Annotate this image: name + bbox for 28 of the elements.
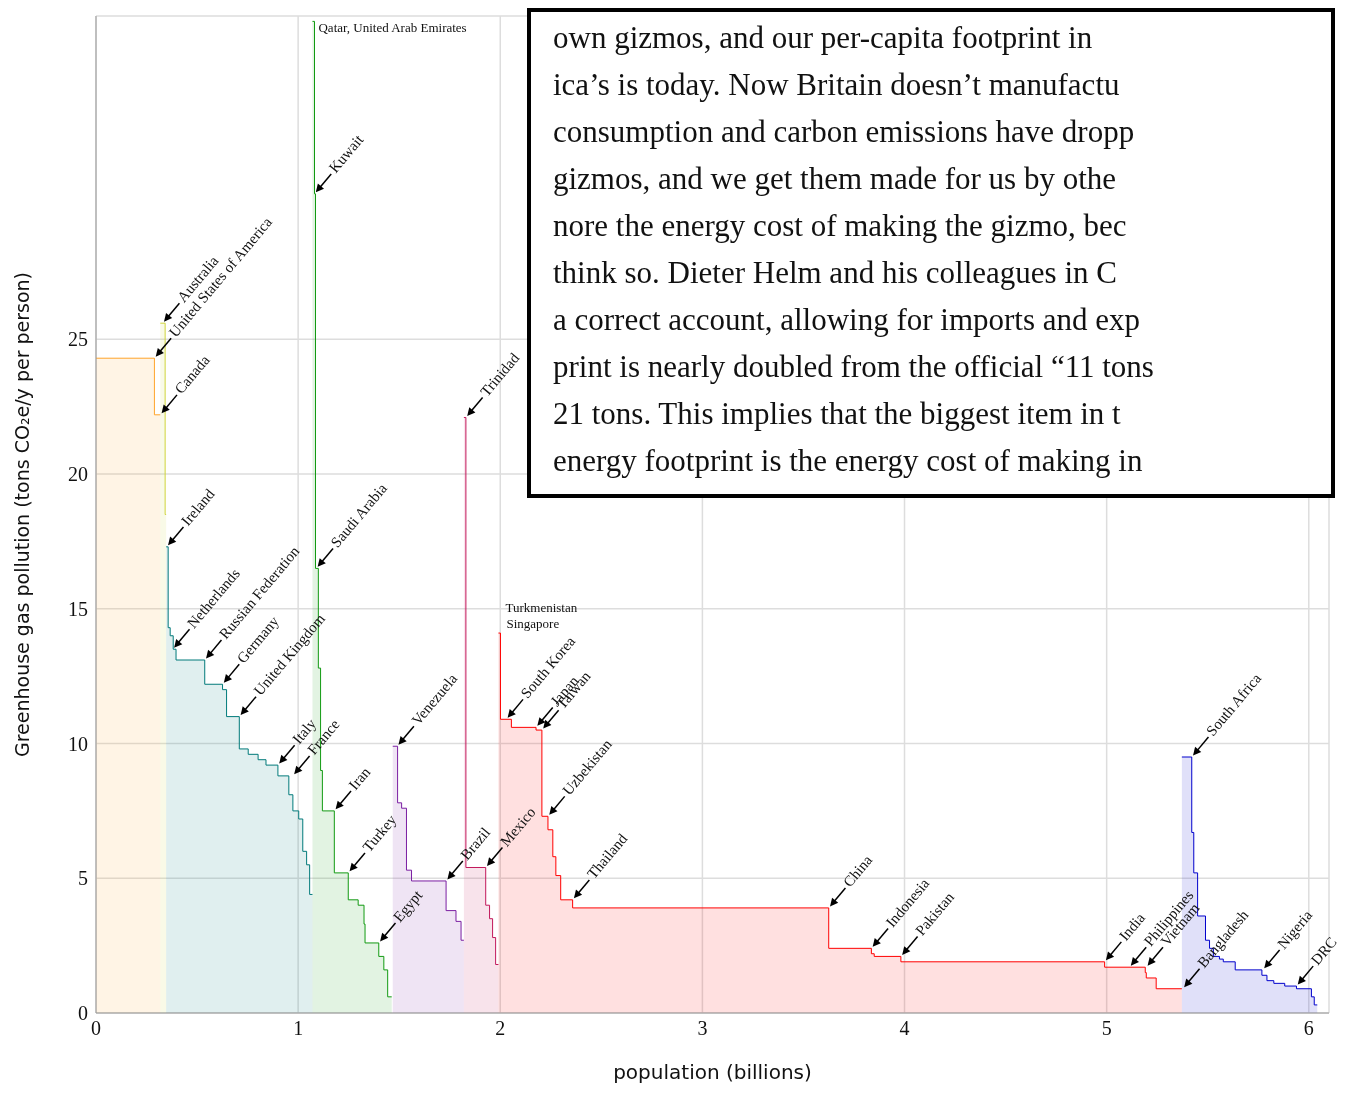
annotation: gizmos, and we get them made for us by othe [553, 160, 1118, 198]
x-tick-label: 3 [697, 1017, 708, 1040]
y-tick-label: 15 [68, 597, 88, 620]
annotation: nore the energy cost of making the gizmo, bec [553, 207, 1128, 245]
annotation: Qatar, United Arab Emirates [318, 20, 467, 36]
annotation: 21 tons. This implies that the biggest item in t [553, 395, 1122, 433]
annotation: a correct account, allowing for imports and exp [553, 301, 1142, 339]
annotation: think so. Dieter Helm and his colleagues in C [553, 254, 1118, 292]
x-tick-label: 5 [1101, 1017, 1112, 1040]
annotation: consumption and carbon emissions have dropp [553, 113, 1136, 151]
y-tick-label: 0 [78, 1002, 88, 1025]
x-tick-label: 1 [293, 1017, 304, 1040]
x-axis-title: population (billions) [613, 1060, 812, 1084]
annotation: Singapore [506, 616, 560, 632]
annotation: Iran [345, 763, 374, 793]
x-tick-label: 6 [1303, 1017, 1314, 1040]
y-tick-label: 25 [68, 328, 88, 351]
annotation: ica’s is today. Now Britain doesn’t manufactu [553, 66, 1121, 104]
y-tick-label: 20 [68, 463, 88, 486]
y-axis-title: Greenhouse gas pollution (tons CO₂e/y per person) [10, 271, 33, 758]
annotation: print is nearly doubled from the official “11 tons [553, 348, 1155, 386]
annotation: Turkmenistan [505, 600, 578, 616]
annotation: energy footprint is the energy cost of making in [553, 442, 1144, 480]
annotation: own gizmos, and our per-capita footprint in [553, 19, 1094, 57]
x-tick-label: 4 [899, 1017, 910, 1040]
y-tick-label: 5 [78, 867, 88, 890]
x-tick-label: 2 [495, 1017, 506, 1040]
y-tick-label: 10 [68, 732, 88, 755]
